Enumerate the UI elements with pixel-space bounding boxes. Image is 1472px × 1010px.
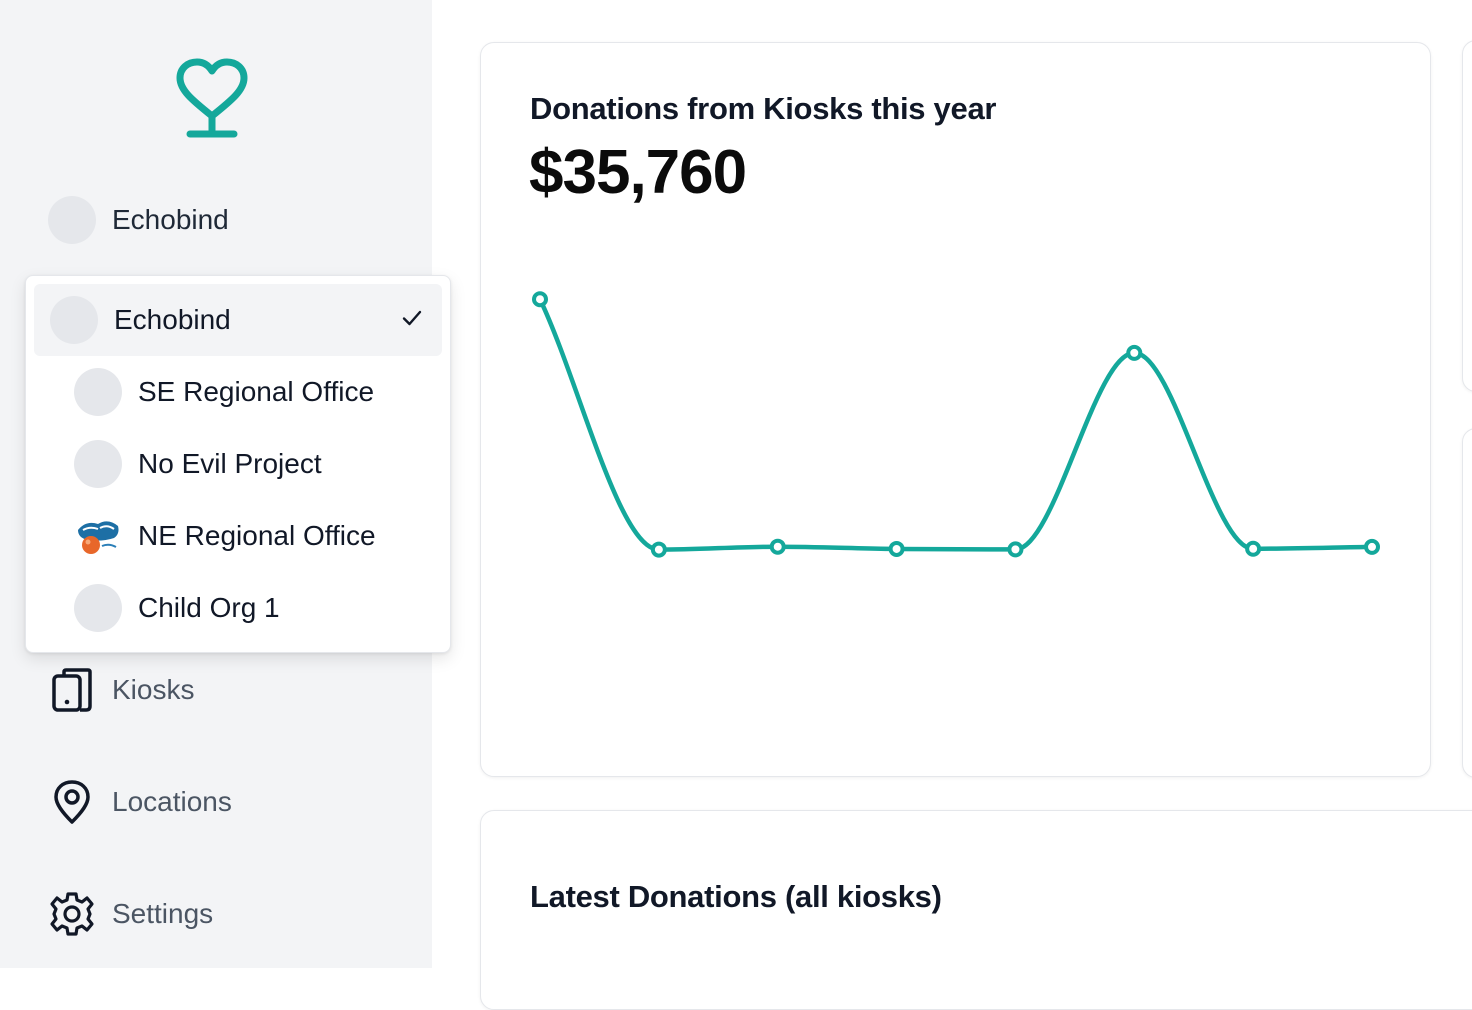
org-option-se-regional-office[interactable]: SE Regional Office [34,356,442,428]
org-switcher[interactable]: Echobind [48,194,229,246]
data-point-2[interactable] [769,538,786,555]
org-option-label: SE Regional Office [138,376,375,407]
nav-item-label: Settings [112,898,214,929]
donations-card: Donations from Kiosks this year $35,760 [480,42,1431,777]
donations-total: $35,760 [529,138,747,207]
logo-image [74,512,122,560]
data-point-6[interactable] [1245,540,1262,557]
org-option-no-evil-project[interactable]: No Evil Project [34,428,442,500]
data-point-4[interactable] [1007,541,1024,558]
data-point-3[interactable] [888,540,905,557]
data-point-5[interactable] [1126,344,1143,361]
tablet-icon [52,668,92,712]
series-line [537,296,1375,552]
nav-item-settings[interactable]: Settings [48,888,213,940]
org-option-label: Echobind [114,304,231,335]
avatar [74,584,122,632]
side-card [1462,428,1472,778]
latest-donations-card: Latest Donations (all kiosks) [480,810,1472,1010]
org-option-label: NE Regional Office [138,520,376,551]
org-option-child-org-1[interactable]: Child Org 1 [34,572,442,644]
side-card [1462,40,1472,392]
org-option-echobind[interactable]: Echobind [34,284,442,356]
avatar [74,368,122,416]
heart-icon[interactable] [172,58,252,142]
avatar [48,196,96,244]
card-title: Donations from Kiosks this year [530,91,997,126]
nav-item-label: Kiosks [112,674,195,705]
nav-item-kiosks[interactable]: Kiosks [48,664,194,716]
nav-item-label: Locations [112,786,232,817]
org-switcher-label: Echobind [112,204,229,235]
data-point-1[interactable] [650,541,667,558]
map-pin-icon [54,780,90,824]
avatar [74,440,122,488]
check-icon [402,310,422,326]
nav-item-locations[interactable]: Locations [48,776,232,828]
org-option-label: Child Org 1 [138,592,280,623]
avatar [50,296,98,344]
data-point-7[interactable] [1364,538,1380,555]
card-title: Latest Donations (all kiosks) [530,879,942,914]
gear-icon [50,892,94,936]
data-point-0[interactable] [532,291,548,308]
donations-line-chart [532,291,1380,558]
org-option-ne-regional-office[interactable]: NE Regional Office [34,500,442,572]
org-option-label: No Evil Project [138,448,322,479]
org-dropdown: Echobind SE Regional Office No Evil Proj… [25,275,451,653]
